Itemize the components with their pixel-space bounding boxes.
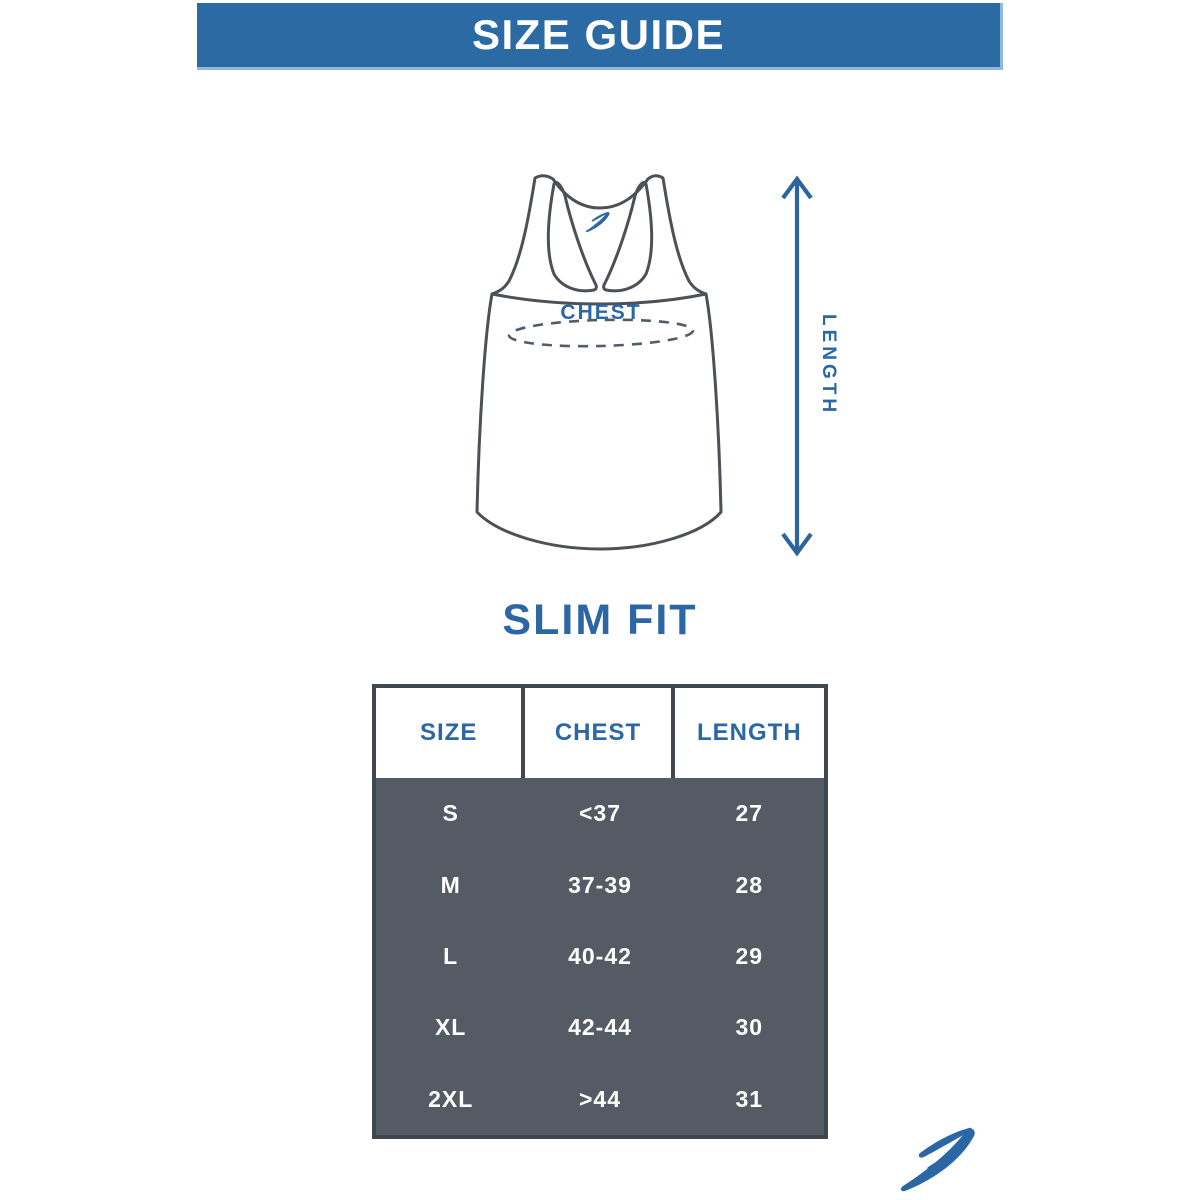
table-row: XL 42-44 30 — [376, 992, 824, 1063]
swoosh-logo-icon — [900, 1127, 975, 1192]
size-cell: XL — [434, 1014, 467, 1041]
chest-cell: 37-39 — [568, 871, 632, 898]
chest-cell: 40-42 — [568, 942, 632, 969]
brand-logo — [900, 1127, 975, 1192]
size-cell: S — [442, 800, 459, 827]
size-table-header: SIZE CHEST LENGTH — [376, 688, 824, 778]
length-cell: 27 — [735, 800, 764, 827]
front-neckline — [490, 292, 708, 306]
length-cell: 31 — [735, 1085, 764, 1112]
length-arrow — [781, 175, 813, 557]
table-row: M 37-39 28 — [376, 849, 824, 920]
chest-cell: >44 — [578, 1085, 621, 1112]
column-header-length: LENGTH — [696, 719, 802, 746]
column-header-size: SIZE — [376, 688, 526, 778]
chest-cell: <37 — [578, 800, 621, 827]
racerback-right-window — [602, 180, 654, 293]
length-label: LENGTH — [818, 314, 839, 417]
chest-measure-ellipse — [507, 318, 695, 348]
length-cell: 29 — [735, 942, 764, 969]
size-table-body: S <37 27 M 37-39 28 L 40-42 29 XL 42-44 … — [376, 778, 824, 1135]
fit-heading: SLIM FIT — [502, 596, 698, 644]
page-title: SIZE GUIDE — [471, 11, 726, 58]
table-row: 2XL >44 31 — [376, 1064, 824, 1135]
tank-top-illustration — [475, 174, 813, 557]
column-header-chest: CHEST — [525, 688, 675, 778]
length-cell: 28 — [735, 871, 764, 898]
table-row: S <37 27 — [376, 778, 824, 849]
size-cell: 2XL — [428, 1085, 474, 1112]
size-table: SIZE CHEST LENGTH S <37 27 M 37-39 28 L … — [372, 684, 828, 1139]
size-cell: L — [443, 942, 459, 969]
racerback-left-window — [546, 180, 598, 293]
tank-top-outline — [475, 174, 723, 551]
size-cell: M — [440, 871, 461, 898]
chest-label: CHEST — [560, 301, 642, 324]
chest-cell: 42-44 — [568, 1014, 632, 1041]
table-row: L 40-42 29 — [376, 921, 824, 992]
length-cell: 30 — [735, 1014, 764, 1041]
size-guide-banner: SIZE GUIDE — [197, 3, 1003, 70]
